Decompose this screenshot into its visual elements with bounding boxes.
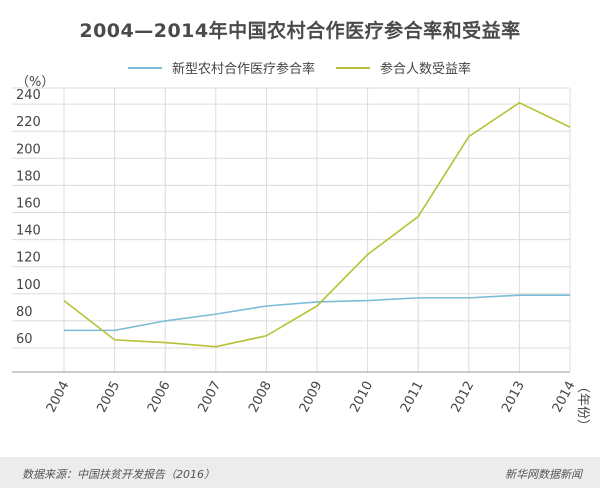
x-axis-label: （年份） (575, 380, 590, 432)
y-axis-label: （%） (16, 75, 54, 90)
footer: 数据来源：中国扶贫开发报告（2016） 新华网数据新闻 (0, 457, 600, 488)
x-tick-label: 2010 (347, 379, 376, 415)
x-tick-label: 2014 (550, 379, 579, 415)
y-tick-label: 160 (16, 197, 41, 212)
series-line-participation (64, 294, 570, 332)
x-tick-label: 2012 (449, 379, 478, 415)
x-tick-label: 2005 (94, 379, 123, 415)
line-chart: 60 80 100 120 140 160 180 200 220 240（%） 2004 2005 2… (12, 75, 590, 432)
y-tick-label: 100 (16, 278, 41, 293)
y-tick-label: 140 (16, 224, 41, 239)
x-tick-label: 2006 (145, 379, 174, 415)
brand-credit: 新华网数据新闻 (505, 468, 582, 481)
y-tick-label: 240 (16, 88, 41, 103)
source-note: 数据来源：中国扶贫开发报告（2016） (22, 468, 215, 481)
x-tick-label: 2004 (44, 379, 73, 415)
y-tick-label: 60 (16, 332, 33, 347)
legend-swatch-benefit (336, 66, 370, 69)
x-tick-label: 2008 (246, 379, 275, 415)
y-tick-label: 120 (16, 251, 41, 266)
legend-label-benefit: 参合人数受益率 (380, 62, 472, 77)
legend-item-participation: 新型农村合作医疗参合率 (128, 58, 315, 77)
x-tick-label: 2007 (196, 379, 225, 415)
legend-item-benefit: 参合人数受益率 (336, 58, 471, 77)
y-tick-label: 220 (16, 115, 41, 130)
y-tick-label: 200 (16, 142, 41, 157)
legend-swatch-participation (128, 66, 162, 69)
y-tick-label: 80 (16, 305, 33, 320)
x-tick-label: 2009 (297, 379, 326, 415)
chart-title: 2004—2014年中国农村合作医疗参合率和受益率 (79, 20, 521, 42)
x-tick-label: 2013 (499, 379, 528, 415)
series-line-benefit (63, 101, 571, 348)
y-tick-label: 180 (16, 169, 41, 184)
legend-label-participation: 新型农村合作医疗参合率 (172, 62, 316, 77)
legend: 新型农村合作医疗参合率 参合人数受益率 (0, 58, 600, 78)
x-tick-label: 2011 (398, 379, 427, 415)
